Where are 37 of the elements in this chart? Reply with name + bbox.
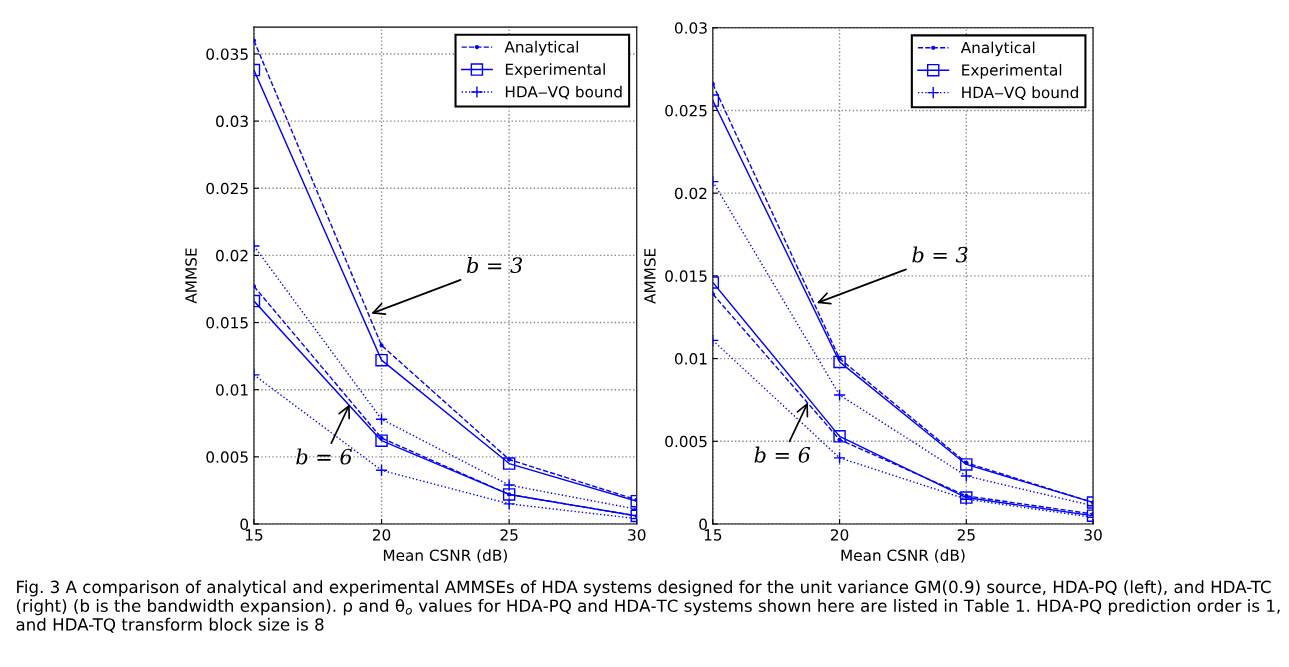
legend-label: Experimental xyxy=(962,63,1062,79)
y-tick-label: 0.01 xyxy=(216,384,248,396)
y-tick-label: 0.025 xyxy=(665,104,707,117)
x-tick-label: 25 xyxy=(957,529,975,541)
y-tick-label: 0.02 xyxy=(674,187,707,200)
x-tick-label: 20 xyxy=(372,529,391,541)
y-tick-label: 0.005 xyxy=(665,435,707,448)
y-tick-label: 0.01 xyxy=(674,353,707,365)
y-tick-label: 0 xyxy=(699,518,707,531)
x-tick-label: 20 xyxy=(830,529,849,541)
y-tick-label: 0.02 xyxy=(216,249,248,262)
legend-label: HDA‒VQ bound xyxy=(505,85,622,100)
y-axis-title: AMMSE xyxy=(185,248,197,304)
text: Fig. 3 A comparison of analytical and experimental AMMSEs of HDA systems designed for the unit variance GM(0.9) source, HDA-PQ (left), and HDA-TC (right) (b is the bandwidth expansion). ρ and θ$_{o}$ values for HDA-PQ and HDA-TC systems shown here are listed in Table 1. HDA-PQ prediction order is 1, and HDA-TQ transform block size is 8 xyxy=(16,580,1280,633)
legend-label: Analytical xyxy=(504,40,579,56)
y-tick-label: 0.025 xyxy=(206,182,248,195)
y-axis-title: AMMSE xyxy=(644,248,656,304)
annotation: b = 3 xyxy=(466,256,523,274)
y-tick-label: 0.005 xyxy=(206,451,248,463)
y-tick-label: 0.015 xyxy=(665,270,707,282)
legend-label: HDA‒VQ bound xyxy=(962,86,1078,100)
x-tick-label: 30 xyxy=(628,529,646,541)
x-tick-label: 15 xyxy=(704,529,722,541)
annotation: b = 3 xyxy=(912,246,968,263)
annotation: b = 6 xyxy=(754,446,811,463)
annotation: b = 6 xyxy=(296,448,352,465)
y-tick-label: 0.03 xyxy=(674,22,707,34)
y-tick-label: 0.015 xyxy=(206,317,248,329)
x-axis-title: Mean CSNR (dB) xyxy=(841,549,965,563)
y-tick-label: 0.03 xyxy=(216,115,248,128)
legend-label: Analytical xyxy=(960,41,1035,57)
x-tick-label: 30 xyxy=(1084,529,1102,541)
x-tick-label: 15 xyxy=(245,529,263,541)
x-axis-title: Mean CSNR (dB) xyxy=(383,549,507,563)
legend-label: Experimental xyxy=(505,63,605,79)
x-tick-label: 25 xyxy=(500,529,518,541)
y-tick-label: 0.035 xyxy=(206,48,248,60)
